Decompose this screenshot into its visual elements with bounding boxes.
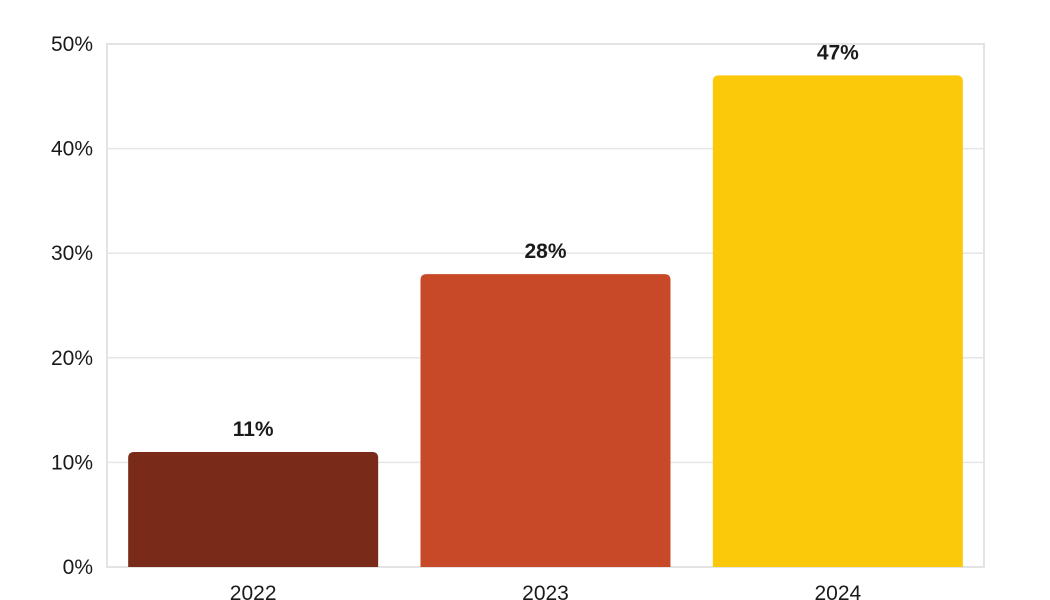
x-axis-ticks: 2022 2023 2024 — [230, 582, 862, 600]
y-tick-label: 0% — [63, 556, 93, 579]
y-tick-label: 20% — [51, 347, 93, 370]
data-label: 47% — [817, 41, 859, 64]
data-labels: 11% 28% 47% — [233, 41, 859, 441]
x-tick-label: 2023 — [522, 582, 569, 600]
y-tick-label: 10% — [51, 451, 93, 474]
y-tick-label: 50% — [51, 33, 93, 56]
bar — [128, 451, 379, 567]
y-axis-ticks: 0% 10% 20% 30% 40% 50% — [51, 33, 93, 579]
bars — [128, 75, 963, 567]
y-tick-label: 30% — [51, 242, 93, 265]
data-label: 28% — [524, 240, 566, 263]
x-tick-label: 2024 — [814, 582, 861, 600]
bar — [712, 75, 963, 567]
bar — [420, 274, 671, 567]
y-tick-label: 40% — [51, 138, 93, 161]
data-label: 11% — [233, 418, 274, 441]
x-tick-label: 2022 — [230, 582, 277, 600]
